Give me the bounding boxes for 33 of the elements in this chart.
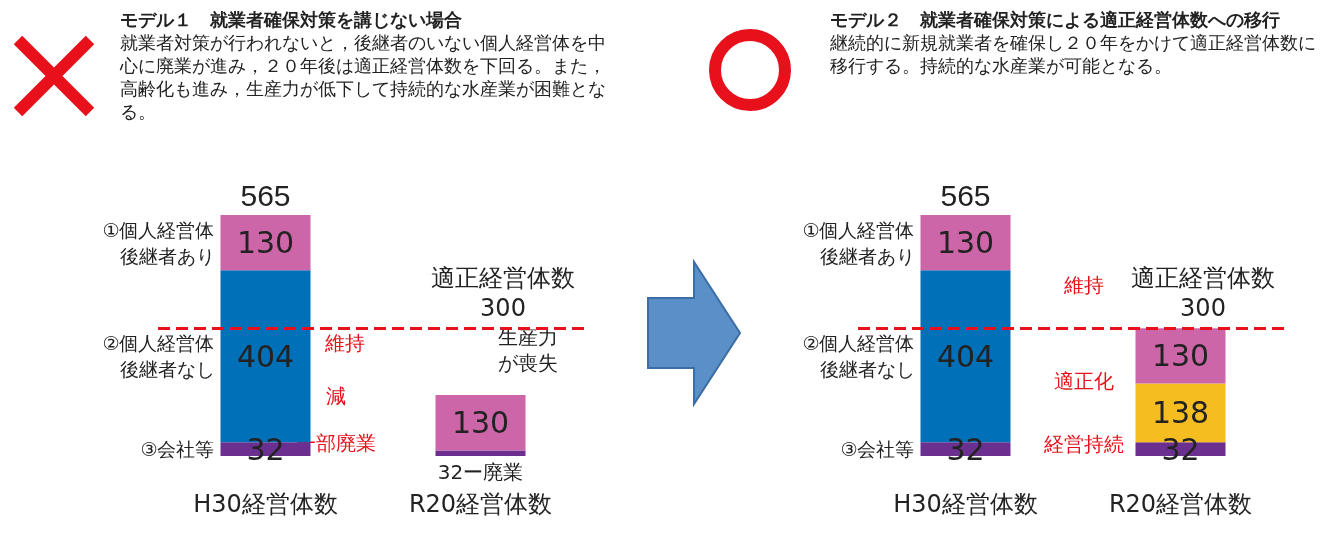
annotation: 経営持続 (1042, 431, 1124, 456)
ref-line-label: 適正経営体数 300 (1131, 264, 1275, 323)
data-label: 130 (236, 225, 295, 261)
data-label: 404 (236, 338, 295, 374)
annotation: 減 (326, 383, 347, 408)
data-label: 138 (1151, 395, 1210, 431)
data-label: 130 (451, 405, 510, 441)
series-label: ③会社等 (840, 438, 915, 461)
x-tick-label: H30経営体数 (893, 490, 1038, 518)
x-tick-label: R20経営体数 (1108, 490, 1253, 518)
ref-line-label: 適正経営体数 300 (431, 264, 575, 323)
total-label: 565 (940, 179, 991, 213)
bar (435, 450, 526, 456)
data-label: 130 (1151, 338, 1210, 374)
data-label: 404 (936, 338, 995, 374)
series-label: ②個人経営体後継者なし (802, 332, 915, 381)
annotation: 適正化 (1053, 369, 1114, 394)
x-tick-label: H30経営体数 (193, 490, 338, 518)
data-label: 130 (936, 225, 995, 261)
series-label: ①個人経営体後継者あり (102, 218, 215, 267)
chart-title: モデル１ 就業者確保対策を講じない場合 (120, 8, 463, 31)
x-tick-label: R20経営体数 (408, 490, 553, 518)
chart-subtitle: 就業者対策が行われないと，後継者のいない個人経営体を中心に廃業が進み，２０年後は適正経営体数を下回る。また，高齢化も進み，生産力が低下して持続的な水産業が困難となる。 (120, 31, 607, 123)
annotation: 維持 (1062, 272, 1104, 297)
series-label: ②個人経営体後継者なし (102, 332, 215, 381)
text: 32ー廃業 (437, 459, 524, 484)
annotation: 一部廃業 (296, 430, 377, 455)
total-label: 565 (240, 179, 291, 213)
series-label: ①個人経営体後継者あり (802, 218, 915, 267)
chart-title: モデル２ 就業者確保対策による適正経営体数への移行 (830, 8, 1281, 31)
series-label: ③会社等 (140, 438, 215, 461)
annotation: 維持 (324, 330, 366, 355)
chart-subtitle: 継続的に新規就業者を確保し２０年をかけて適正経営体数に移行する。持続的な水産業が可能となる。 (830, 31, 1317, 77)
